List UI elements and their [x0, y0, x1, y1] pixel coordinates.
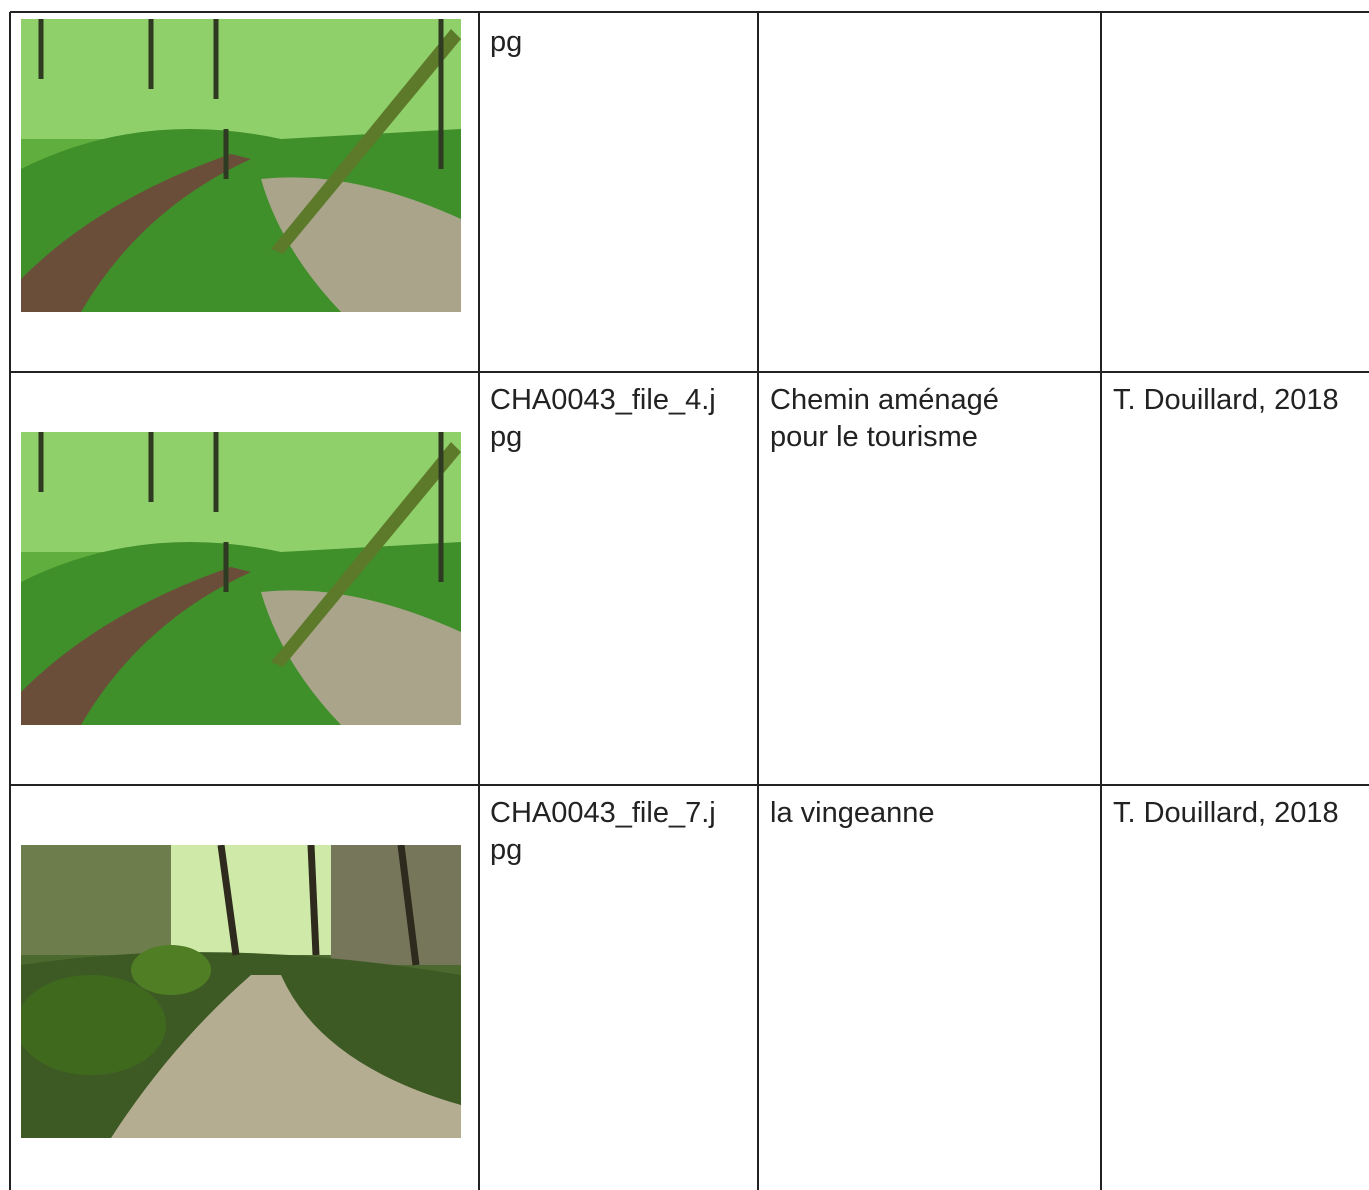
description: Chemin aménagé: [770, 382, 999, 419]
credit: T. Douillard, 2018: [1113, 382, 1339, 419]
file-name: CHA0043_file_7.j: [490, 795, 716, 832]
row-border: [10, 371, 1369, 373]
column-border: [478, 12, 480, 1190]
photo-forest-path: [21, 19, 461, 312]
description: la vingeanne: [770, 795, 934, 832]
file-name: pg: [490, 24, 522, 61]
photo-stream: [21, 845, 461, 1138]
description: pour le tourisme: [770, 419, 978, 456]
file-name: CHA0043_file_4.j: [490, 382, 716, 419]
column-border: [1100, 12, 1102, 1190]
column-border: [757, 12, 759, 1190]
row-border: [10, 784, 1369, 786]
row-border: [10, 11, 1369, 13]
file-name: pg: [490, 832, 522, 869]
photo-forest-path: [21, 432, 461, 725]
credit: T. Douillard, 2018: [1113, 795, 1339, 832]
file-name: pg: [490, 419, 522, 456]
page: pgCHA0043_file_4.jpgChemin aménagépour l…: [0, 0, 1369, 1190]
column-border: [9, 12, 11, 1190]
